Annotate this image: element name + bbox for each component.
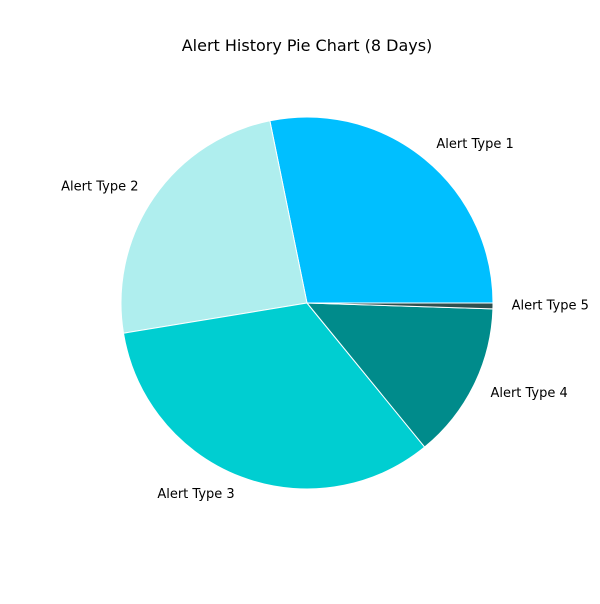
pie-slice-label-2: Alert Type 2 (61, 179, 138, 194)
pie-slice-labels: Alert Type 1 Alert Type 2 Alert Type 3 Aler… (61, 137, 589, 502)
pie-slice-3 (122, 302, 426, 490)
pie-slice-2 (120, 120, 308, 334)
pie-slices (120, 116, 494, 490)
pie-slice-4 (306, 302, 494, 448)
pie-slice-label-3: Alert Type 3 (157, 487, 234, 502)
pie-slice-label-4: Alert Type 4 (490, 386, 567, 401)
pie-slice-label-1: Alert Type 1 (436, 137, 513, 152)
pie-slice-1 (269, 116, 494, 304)
pie-slice-label-5: Alert Type 5 (512, 299, 589, 314)
chart-title: Alert History Pie Chart (8 Days) (182, 36, 433, 55)
pie-slice-5 (306, 302, 494, 310)
